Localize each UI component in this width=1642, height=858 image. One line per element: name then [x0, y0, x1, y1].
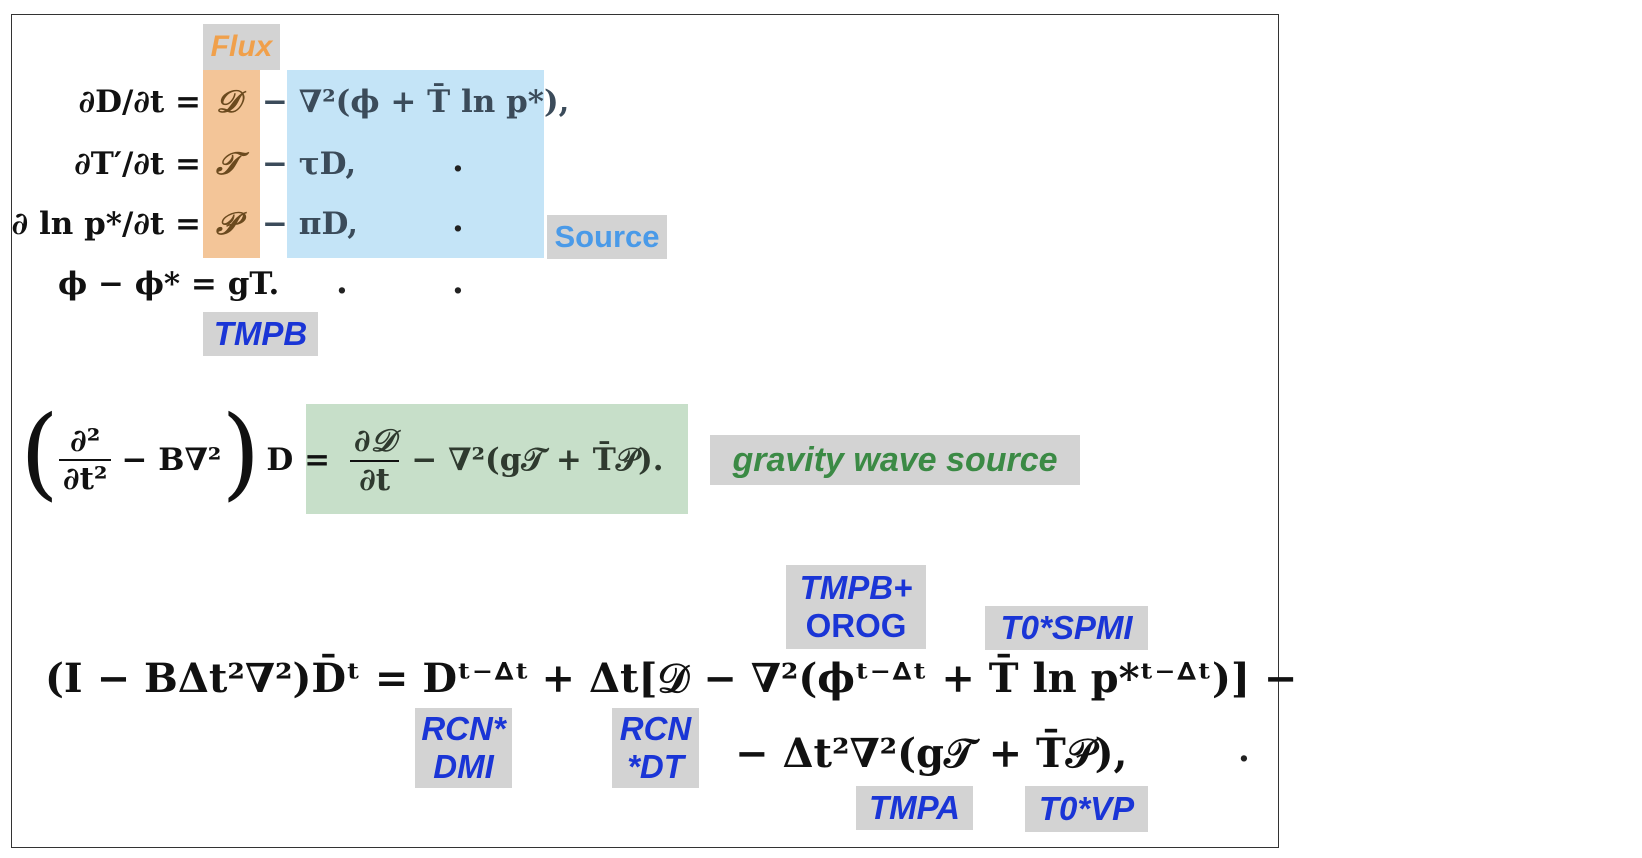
eq2-lhs: ∂T′/∂t =: [74, 146, 201, 182]
rcn-dmi-label: RCN* DMI: [415, 708, 512, 788]
wave-time-fraction: ∂² ∂t²: [59, 423, 112, 497]
implicit-eq-dot: .: [1238, 730, 1250, 770]
wave-rhs-fraction: ∂𝒟 ∂t: [350, 423, 400, 498]
eq3-lhs: ∂ ln p*/∂t =: [11, 206, 201, 242]
implicit-eq-lhs: (I − BΔt²∇²)D̄ᵗ =: [45, 655, 409, 702]
eq2-flux-term: 𝒯: [216, 146, 240, 182]
tmpb-label: TMPB: [203, 312, 318, 356]
wave-mid-term: − B∇²: [121, 442, 222, 478]
eq2-source-term: − τD,: [262, 146, 357, 182]
tmpb-orog-line1: TMPB+: [799, 569, 913, 606]
wave-equation: ( ∂² ∂t² − B∇² ) D = ∂𝒟 ∂t − ∇²(g𝒯 + T̄𝒫…: [20, 403, 664, 512]
wave-rhs-numerator: ∂𝒟: [350, 423, 400, 462]
gravity-wave-highlight-box: [306, 404, 688, 514]
source-highlight-box: [287, 70, 544, 258]
tmpb-orog-line2: OROG: [805, 607, 907, 644]
flux-label: Flux: [203, 24, 280, 70]
eq4-dot-2: .: [452, 262, 464, 302]
implicit-eq-mid: + Δt[𝒟 − ∇²(ϕᵗ⁻ᐞᵗ + T̄ ln p*ᵗ⁻ᐞᵗ)] −: [541, 655, 1298, 702]
eq1-flux-term: 𝒟: [216, 84, 241, 120]
wave-d-equals: D =: [266, 442, 331, 478]
implicit-eq-line2: − Δt²∇²(g𝒯 + T̄𝒫),: [735, 730, 1128, 777]
gravity-wave-source-label: gravity wave source: [710, 435, 1080, 485]
wave-frac-numerator: ∂²: [59, 423, 112, 461]
wave-rhs-rest: − ∇²(g𝒯 + T̄𝒫).: [411, 441, 664, 478]
implicit-eq-line1: (I − BΔt²∇²)D̄ᵗ = Dᵗ⁻ᐞᵗ + Δt[𝒟 − ∇²(ϕᵗ⁻ᐞ…: [45, 655, 1297, 702]
t0-vp-label: T0*VP: [1025, 786, 1148, 832]
rcn-dt-line1: RCN: [619, 710, 692, 747]
rcn-dt-line2: *DT: [627, 748, 684, 785]
wave-rhs-denominator: ∂t: [359, 461, 391, 498]
eq3-flux-term: 𝒫: [216, 206, 239, 242]
eq1-source-term: − ∇²(ϕ + T̄ ln p*),: [262, 84, 570, 120]
eq3-source-term: − πD,: [262, 206, 359, 242]
implicit-eq-d-term: Dᵗ⁻ᐞᵗ: [422, 655, 530, 702]
eq1-lhs: ∂D/∂t =: [78, 84, 201, 120]
flux-highlight-box: [203, 70, 260, 258]
tmpa-label: TMPA: [856, 786, 973, 830]
rcn-dmi-line1: RCN*: [421, 710, 506, 747]
eq3-dot: .: [452, 200, 464, 240]
tmpb-orog-label: TMPB+ OROG: [786, 565, 926, 649]
wave-close-paren: ): [221, 394, 261, 511]
eq4: ϕ − ϕ* = gT.: [58, 266, 280, 302]
wave-open-paren: (: [20, 394, 60, 511]
eq4-dot-1: .: [336, 262, 348, 302]
source-label: Source: [547, 215, 667, 259]
rcn-dt-label: RCN *DT: [612, 708, 699, 788]
eq2-dot: .: [452, 140, 464, 180]
t0-spmi-label: T0*SPMI: [985, 606, 1148, 650]
wave-frac-denominator: ∂t²: [63, 461, 108, 497]
rcn-dmi-line2: DMI: [433, 748, 494, 785]
